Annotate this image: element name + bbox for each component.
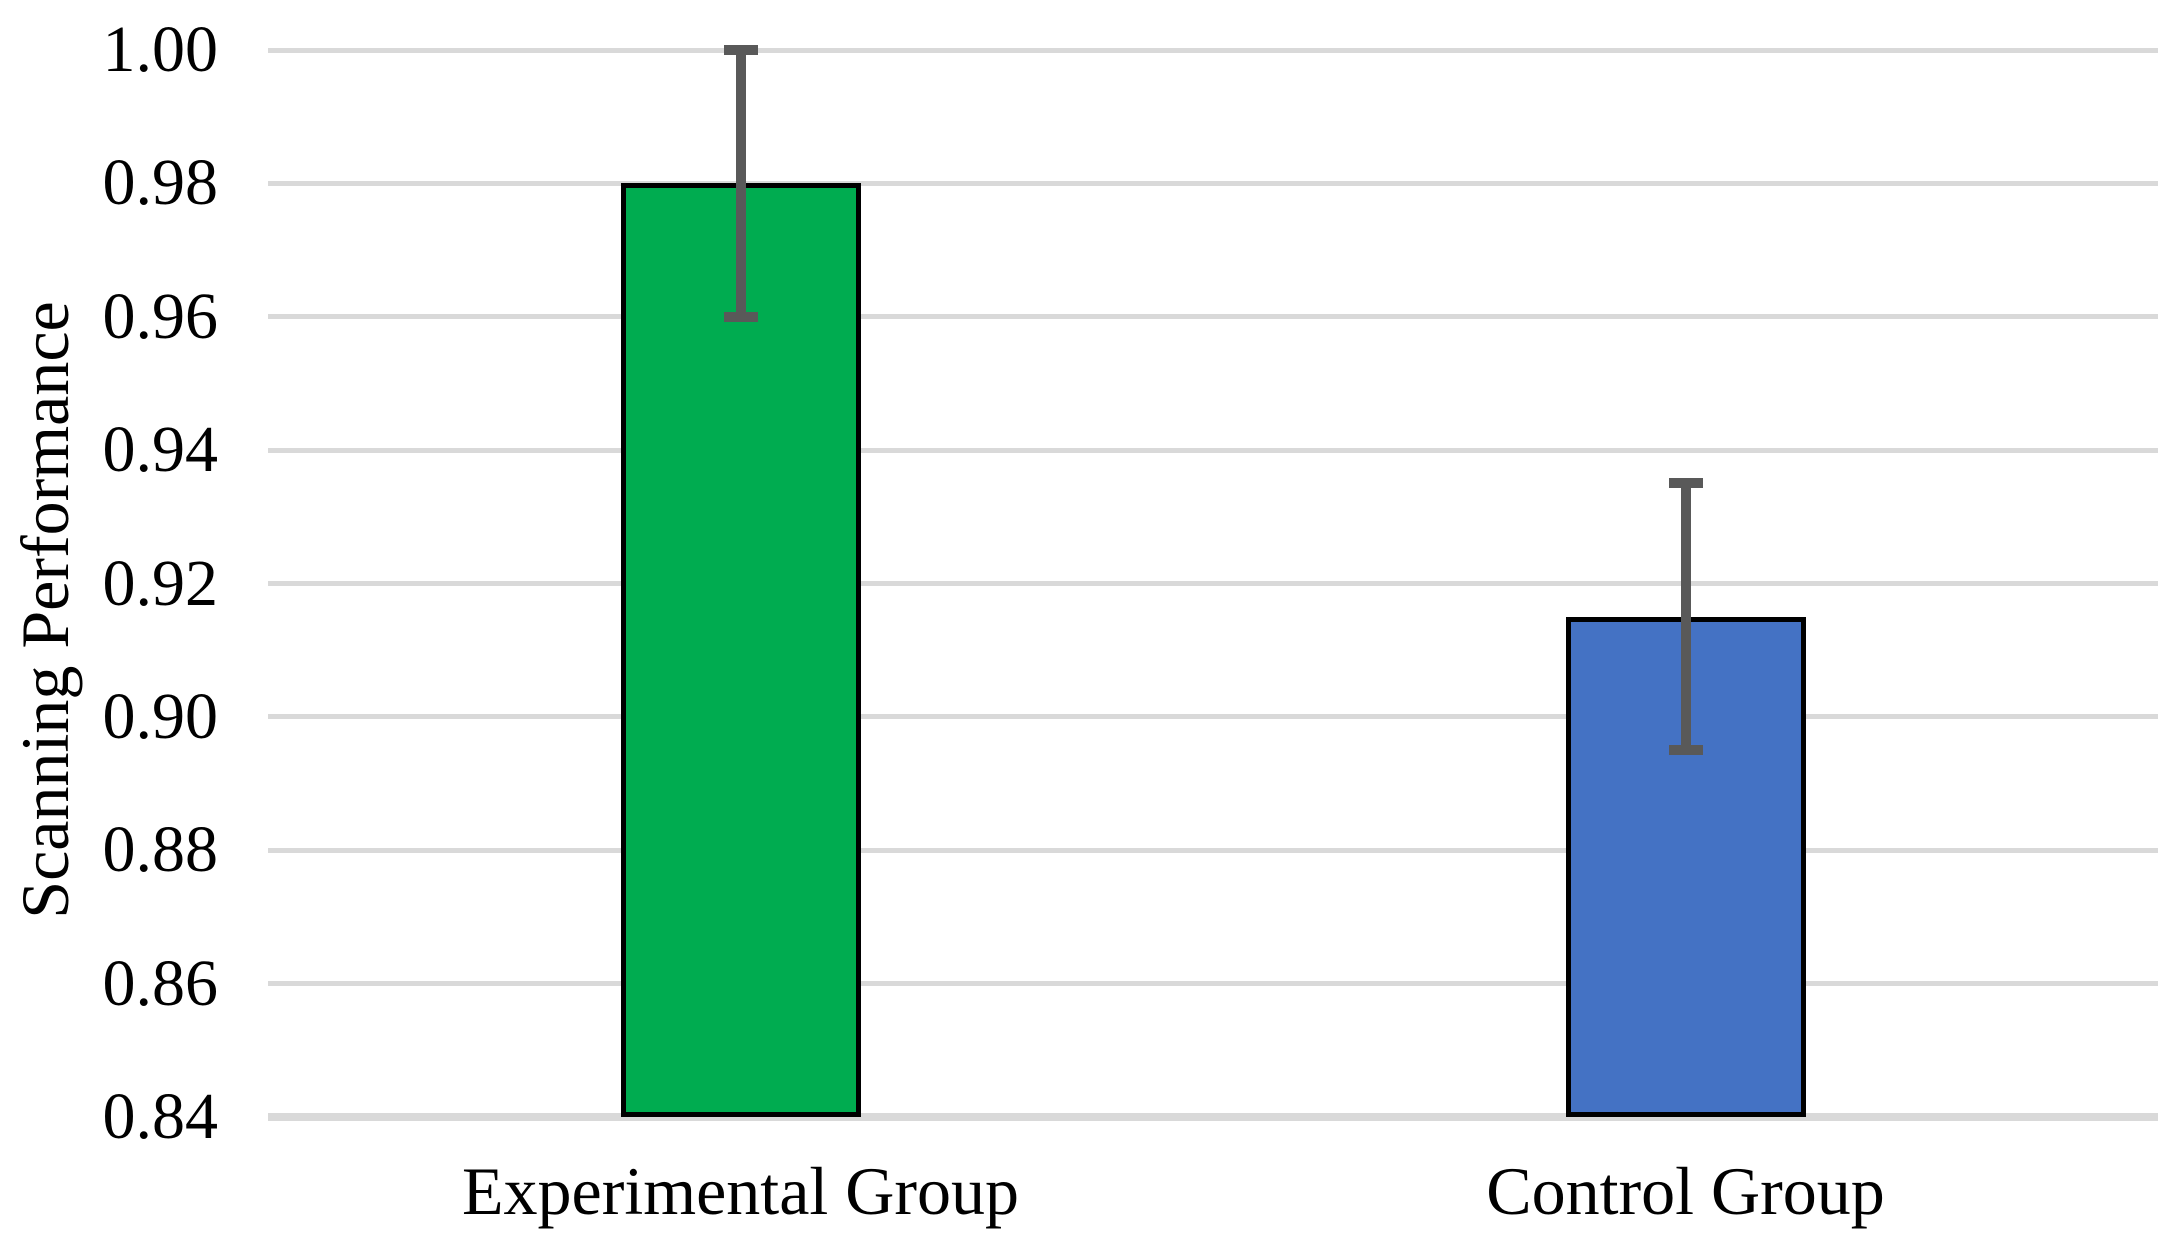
y-tick-label-0.96: 0.96 xyxy=(102,279,219,353)
y-tick-label-0.90: 0.90 xyxy=(102,679,219,753)
y-tick-label-0.98: 0.98 xyxy=(102,146,219,220)
gridline xyxy=(268,847,2158,853)
y-tick-label-0.84: 0.84 xyxy=(102,1080,219,1153)
y-tick-label-1.00: 1.00 xyxy=(102,13,219,86)
error-bar-stem-control-group xyxy=(1680,483,1691,751)
gridline xyxy=(268,581,2158,586)
x-axis-line xyxy=(268,1113,2158,1121)
y-tick-label-0.88: 0.88 xyxy=(102,813,219,887)
gridline xyxy=(268,447,2158,453)
error-bar-stem-experimental-group xyxy=(735,50,746,317)
x-category-label-control-group: Control Group xyxy=(1486,1153,1885,1229)
gridline xyxy=(268,47,2158,53)
y-tick-label-0.92: 0.92 xyxy=(102,546,219,620)
gridline xyxy=(268,314,2158,320)
gridline xyxy=(268,180,2158,186)
error-bar-top-cap-control-group xyxy=(1668,478,1703,489)
gridline xyxy=(268,981,2158,987)
x-category-label-experimental-group: Experimental Group xyxy=(461,1153,1020,1229)
gridline xyxy=(268,714,2158,720)
error-bar-bottom-cap-experimental-group xyxy=(723,311,758,322)
error-bar-bottom-cap-control-group xyxy=(1668,745,1703,756)
bar-experimental-group xyxy=(620,183,861,1117)
y-tick-label-0.86: 0.86 xyxy=(102,946,219,1020)
error-bar-top-cap-experimental-group xyxy=(723,45,758,55)
y-tick-label-0.94: 0.94 xyxy=(102,413,219,487)
